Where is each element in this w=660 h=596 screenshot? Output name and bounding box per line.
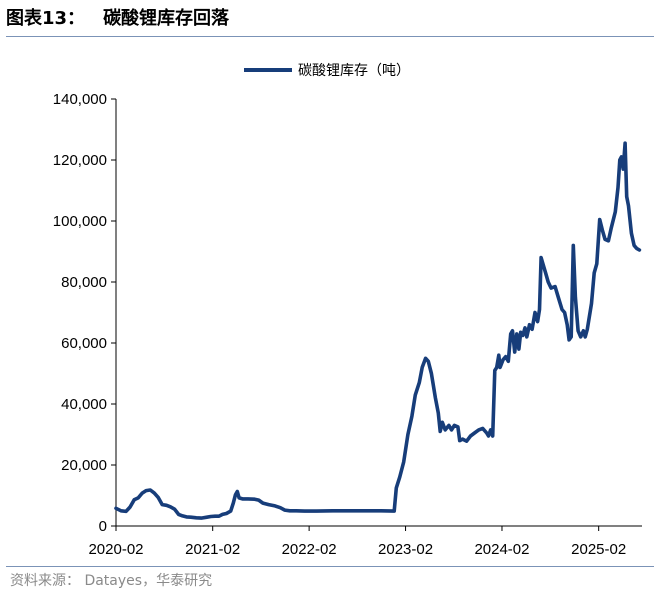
legend: 碳酸锂库存（吨） xyxy=(244,63,410,79)
y-tick-label: 0 xyxy=(99,518,107,535)
x-axis-ticks: 2020-02 2021-02 2022-02 2023-02 2024-02 2025-… xyxy=(88,526,626,558)
y-tick-label: 20,000 xyxy=(61,457,107,474)
y-tick-label: 80,000 xyxy=(61,274,107,291)
y-tick-label: 120,000 xyxy=(53,152,107,169)
footer-divider xyxy=(6,566,654,567)
legend-label: 碳酸锂库存（吨） xyxy=(298,63,410,79)
x-tick-label: 2023-02 xyxy=(378,541,433,558)
x-tick-label: 2022-02 xyxy=(282,541,337,558)
y-tick-label: 60,000 xyxy=(61,335,107,352)
y-axis-ticks: 0 20,000 40,000 60,000 80,000 100,000 120,000 1… xyxy=(53,91,116,535)
x-tick-label: 2020-02 xyxy=(88,541,143,558)
y-tick-label: 40,000 xyxy=(61,396,107,413)
x-tick-label: 2024-02 xyxy=(474,541,529,558)
x-tick-label: 2025-02 xyxy=(571,541,626,558)
y-tick-label: 100,000 xyxy=(53,213,107,230)
y-tick-label: 140,000 xyxy=(53,91,107,108)
figure-title-text: 碳酸锂库存回落 xyxy=(103,8,230,29)
figure-title: 图表13： 碳酸锂库存回落 xyxy=(6,2,229,36)
source-note: 资料来源： Datayes，华泰研究 xyxy=(10,573,213,589)
title-divider xyxy=(6,36,654,37)
series-line-lithium-carbonate-inventory xyxy=(114,141,642,520)
x-tick-label: 2021-02 xyxy=(185,541,240,558)
figure-label: 图表13： xyxy=(6,8,86,29)
